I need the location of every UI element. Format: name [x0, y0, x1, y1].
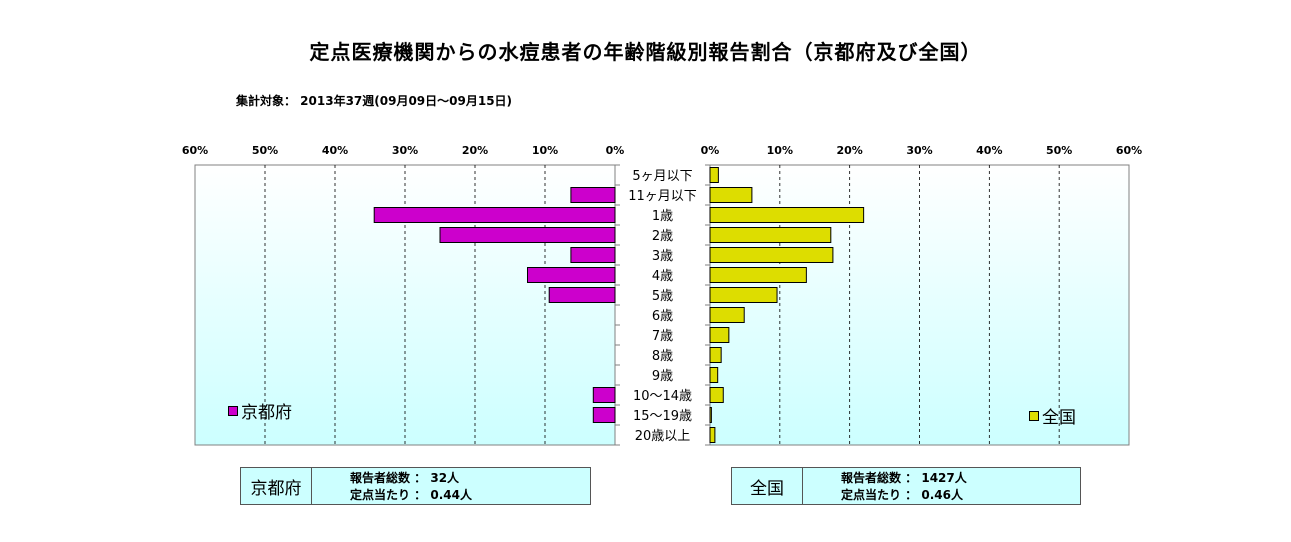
- bar-kyoto: [439, 227, 616, 243]
- info-box-national: 全国 報告者総数 ： 1427人 定点当たり ： 0.46人: [731, 467, 1081, 505]
- info-national-region: 全国: [732, 468, 803, 504]
- tick-label-left: 10%: [532, 144, 558, 157]
- category-label: 6歳: [652, 309, 673, 324]
- tick-label-right: 40%: [976, 144, 1002, 157]
- category-label: 5歳: [652, 289, 673, 304]
- tick-label-left: 40%: [322, 144, 348, 157]
- category-label: 8歳: [652, 349, 673, 364]
- tick-label-right: 30%: [906, 144, 932, 157]
- legend-kyoto-swatch: [228, 405, 238, 416]
- category-label: 3歳: [652, 249, 673, 264]
- tick-label-left: 20%: [462, 144, 488, 157]
- bar-national: [709, 347, 722, 363]
- category-label: 2歳: [652, 229, 673, 244]
- category-label: 5ヶ月以下: [632, 169, 692, 184]
- info-kyoto-stats: 報告者総数 ： 32人 定点当たり ： 0.44人: [312, 468, 472, 504]
- bar-kyoto: [548, 287, 616, 303]
- bar-kyoto: [527, 267, 616, 283]
- bar-national: [709, 287, 778, 303]
- tick-label-right: 60%: [1116, 144, 1142, 157]
- legend-national-swatch: [1029, 410, 1039, 421]
- category-label: 1歳: [652, 209, 673, 224]
- legend-kyoto-label: 京都府: [241, 403, 292, 423]
- category-label: 10～14歳: [633, 389, 692, 404]
- bar-kyoto: [570, 247, 616, 263]
- bar-national: [709, 307, 745, 323]
- bar-national: [709, 407, 712, 423]
- bar-national: [709, 387, 724, 403]
- bar-national: [709, 167, 719, 183]
- legend-kyoto: 京都府: [228, 398, 292, 423]
- legend-national: 全国: [1029, 403, 1076, 428]
- bar-national: [709, 227, 832, 243]
- tick-label-right: 10%: [767, 144, 793, 157]
- info-kyoto-per-sentinel: 定点当たり ： 0.44人: [350, 488, 472, 502]
- bar-national: [709, 427, 716, 443]
- legend-national-label: 全国: [1042, 408, 1076, 428]
- bar-national: [709, 207, 865, 223]
- bar-national: [709, 267, 807, 283]
- category-label: 15～19歳: [633, 409, 692, 424]
- bar-national: [709, 187, 753, 203]
- tick-label-right: 0%: [701, 144, 720, 157]
- tick-label-left: 0%: [606, 144, 625, 157]
- info-national-per-sentinel: 定点当たり ： 0.46人: [841, 488, 963, 502]
- info-box-kyoto: 京都府 報告者総数 ： 32人 定点当たり ： 0.44人: [240, 467, 591, 505]
- bar-kyoto: [373, 207, 616, 223]
- tick-label-right: 50%: [1046, 144, 1072, 157]
- category-label: 11ヶ月以下: [628, 189, 697, 204]
- category-label: 9歳: [652, 369, 673, 384]
- tick-label-left: 50%: [252, 144, 278, 157]
- chart-title: 定点医療機関からの水痘患者の年齢階級別報告割合（京都府及び全国）: [309, 40, 982, 64]
- tick-label-left: 30%: [392, 144, 418, 157]
- chart-subtitle: 集計対象： 2013年37週(09月09日～09月15日): [236, 94, 513, 108]
- info-national-total: 報告者総数 ： 1427人: [841, 471, 967, 485]
- bar-kyoto: [592, 407, 616, 423]
- bar-national: [709, 247, 834, 263]
- info-kyoto-total: 報告者総数 ： 32人: [350, 471, 460, 485]
- category-label: 4歳: [652, 269, 673, 284]
- category-label: 20歳以上: [635, 429, 691, 444]
- category-label: 7歳: [652, 329, 673, 344]
- info-national-stats: 報告者総数 ： 1427人 定点当たり ： 0.46人: [803, 468, 967, 504]
- tick-label-right: 20%: [836, 144, 862, 157]
- info-kyoto-region: 京都府: [241, 468, 312, 504]
- bar-national: [709, 327, 730, 343]
- bar-national: [709, 367, 719, 383]
- bar-kyoto: [570, 187, 616, 203]
- tick-label-left: 60%: [182, 144, 208, 157]
- bar-kyoto: [592, 387, 616, 403]
